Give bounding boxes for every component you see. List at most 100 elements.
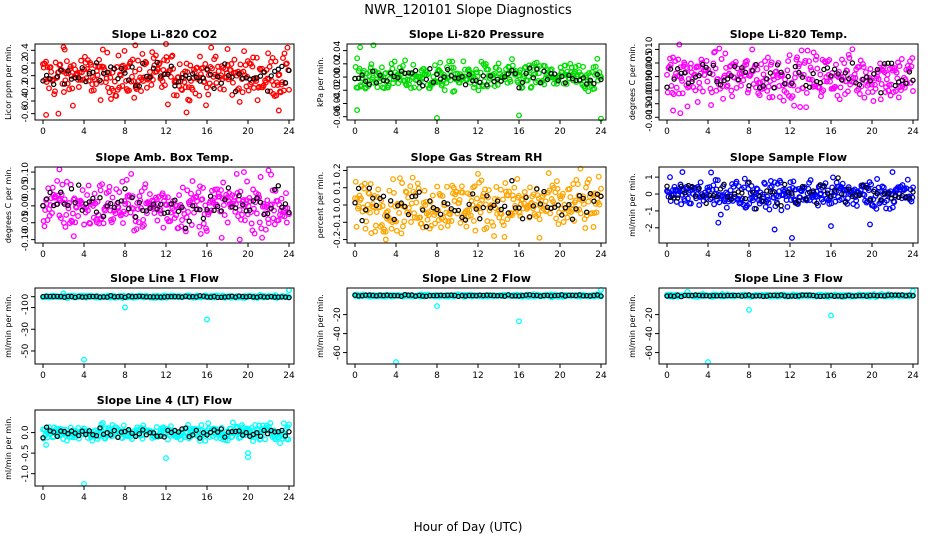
data-point	[580, 63, 587, 70]
data-point	[135, 57, 141, 64]
data-point-reference	[707, 293, 713, 299]
data-point	[220, 202, 227, 209]
data-point-reference	[370, 195, 376, 201]
data-point	[390, 189, 397, 196]
panel-1: Slope Li-820 CO2 Licor ppm per min. 0 4 8 12 1…	[4, 28, 295, 137]
data-point	[764, 54, 771, 61]
data-point	[280, 55, 286, 62]
data-point-reference	[204, 432, 210, 438]
data-point-reference	[250, 198, 256, 204]
data-point	[146, 191, 153, 198]
data-point-reference	[555, 78, 561, 84]
data-point-reference	[739, 65, 745, 71]
data-point	[443, 79, 450, 86]
y-tick-label: 0.2	[21, 56, 31, 70]
data-point-reference	[678, 183, 685, 189]
data-point	[170, 92, 177, 99]
data-point-reference	[821, 183, 827, 189]
data-point	[229, 419, 236, 426]
data-point	[97, 97, 104, 104]
data-point-reference	[247, 293, 253, 300]
data-point	[514, 176, 521, 182]
data-point-reference	[803, 292, 809, 298]
data-point	[183, 214, 190, 221]
y-tick-label: 0	[21, 294, 31, 300]
data-point	[429, 192, 436, 199]
data-point-reference	[165, 293, 171, 300]
data-point-reference	[878, 197, 884, 203]
data-point-reference	[165, 71, 171, 78]
data-point-reference	[172, 197, 178, 203]
points	[40, 41, 292, 118]
x-tick-label: 24	[595, 371, 607, 381]
data-point-reference	[573, 206, 579, 212]
data-point-reference	[888, 60, 895, 67]
data-point	[60, 89, 67, 95]
data-point-reference	[566, 201, 572, 208]
data-point	[102, 79, 109, 86]
data-point-reference	[671, 76, 677, 82]
data-point	[456, 196, 463, 203]
data-point-reference	[132, 433, 139, 440]
data-point	[910, 88, 916, 94]
data-point	[133, 86, 140, 92]
data-point	[745, 185, 752, 192]
data-point	[136, 193, 143, 200]
y-tick-label: -0.05	[21, 211, 31, 234]
data-point	[472, 227, 479, 234]
data-point	[762, 203, 769, 210]
y-tick-label: -20	[645, 307, 655, 322]
data-point	[247, 198, 254, 205]
data-point-reference	[420, 83, 426, 89]
data-point	[254, 97, 261, 104]
data-point	[806, 58, 813, 65]
data-point-reference	[484, 82, 490, 88]
data-point-reference	[247, 76, 253, 82]
data-point-reference	[355, 293, 362, 299]
data-point	[94, 72, 101, 79]
data-point	[712, 177, 719, 183]
data-point	[699, 88, 706, 95]
x-tick-label: 0	[352, 371, 358, 381]
data-point	[176, 61, 183, 68]
data-point-outlier	[475, 170, 481, 177]
data-point-reference	[97, 425, 103, 431]
data-point-outlier	[382, 236, 389, 243]
data-point-reference	[405, 292, 412, 298]
data-point-reference	[789, 80, 795, 87]
data-point-outlier	[245, 450, 251, 457]
data-point-outlier	[684, 103, 691, 110]
data-point-outlier	[43, 111, 50, 118]
panel-title: Slope Li-820 CO2	[112, 28, 218, 41]
data-point-reference	[359, 72, 365, 78]
data-point	[553, 215, 560, 222]
data-point	[203, 227, 210, 234]
data-point	[280, 87, 287, 94]
data-point	[872, 85, 879, 92]
data-point	[96, 63, 103, 70]
data-point-reference	[58, 189, 64, 195]
data-point-outlier	[55, 110, 62, 117]
data-point	[241, 217, 248, 224]
panel-9: Slope Line 3 Flow ml/min per min. 0 4 8 12 16 2…	[628, 272, 919, 381]
data-point	[76, 69, 83, 76]
data-point	[698, 56, 705, 63]
data-point-reference	[842, 199, 849, 206]
data-point	[780, 97, 787, 104]
data-point	[826, 56, 833, 63]
data-point-reference	[193, 74, 199, 81]
data-point-reference	[509, 293, 515, 299]
y-tick-label: -0.02	[333, 79, 343, 102]
data-point-reference	[760, 293, 767, 299]
data-point	[138, 88, 144, 95]
data-point-reference	[247, 207, 253, 213]
data-point	[593, 209, 600, 216]
data-point	[107, 74, 114, 81]
data-point-reference	[477, 79, 483, 86]
data-point	[218, 187, 224, 194]
data-point	[63, 58, 70, 65]
data-point	[482, 61, 489, 68]
data-point	[703, 57, 710, 64]
data-point	[586, 176, 592, 183]
data-point	[173, 92, 180, 99]
